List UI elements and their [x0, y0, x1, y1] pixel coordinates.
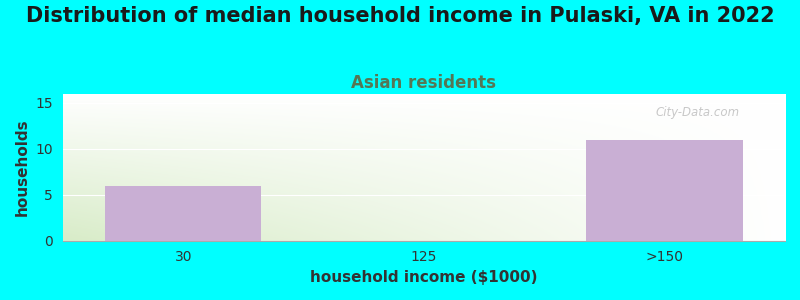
Bar [586, 140, 743, 241]
Bar [105, 185, 262, 241]
Text: City-Data.com: City-Data.com [655, 106, 739, 119]
Text: Distribution of median household income in Pulaski, VA in 2022: Distribution of median household income … [26, 6, 774, 26]
Y-axis label: households: households [15, 118, 30, 216]
Title: Asian residents: Asian residents [351, 74, 497, 92]
X-axis label: household income ($1000): household income ($1000) [310, 270, 538, 285]
